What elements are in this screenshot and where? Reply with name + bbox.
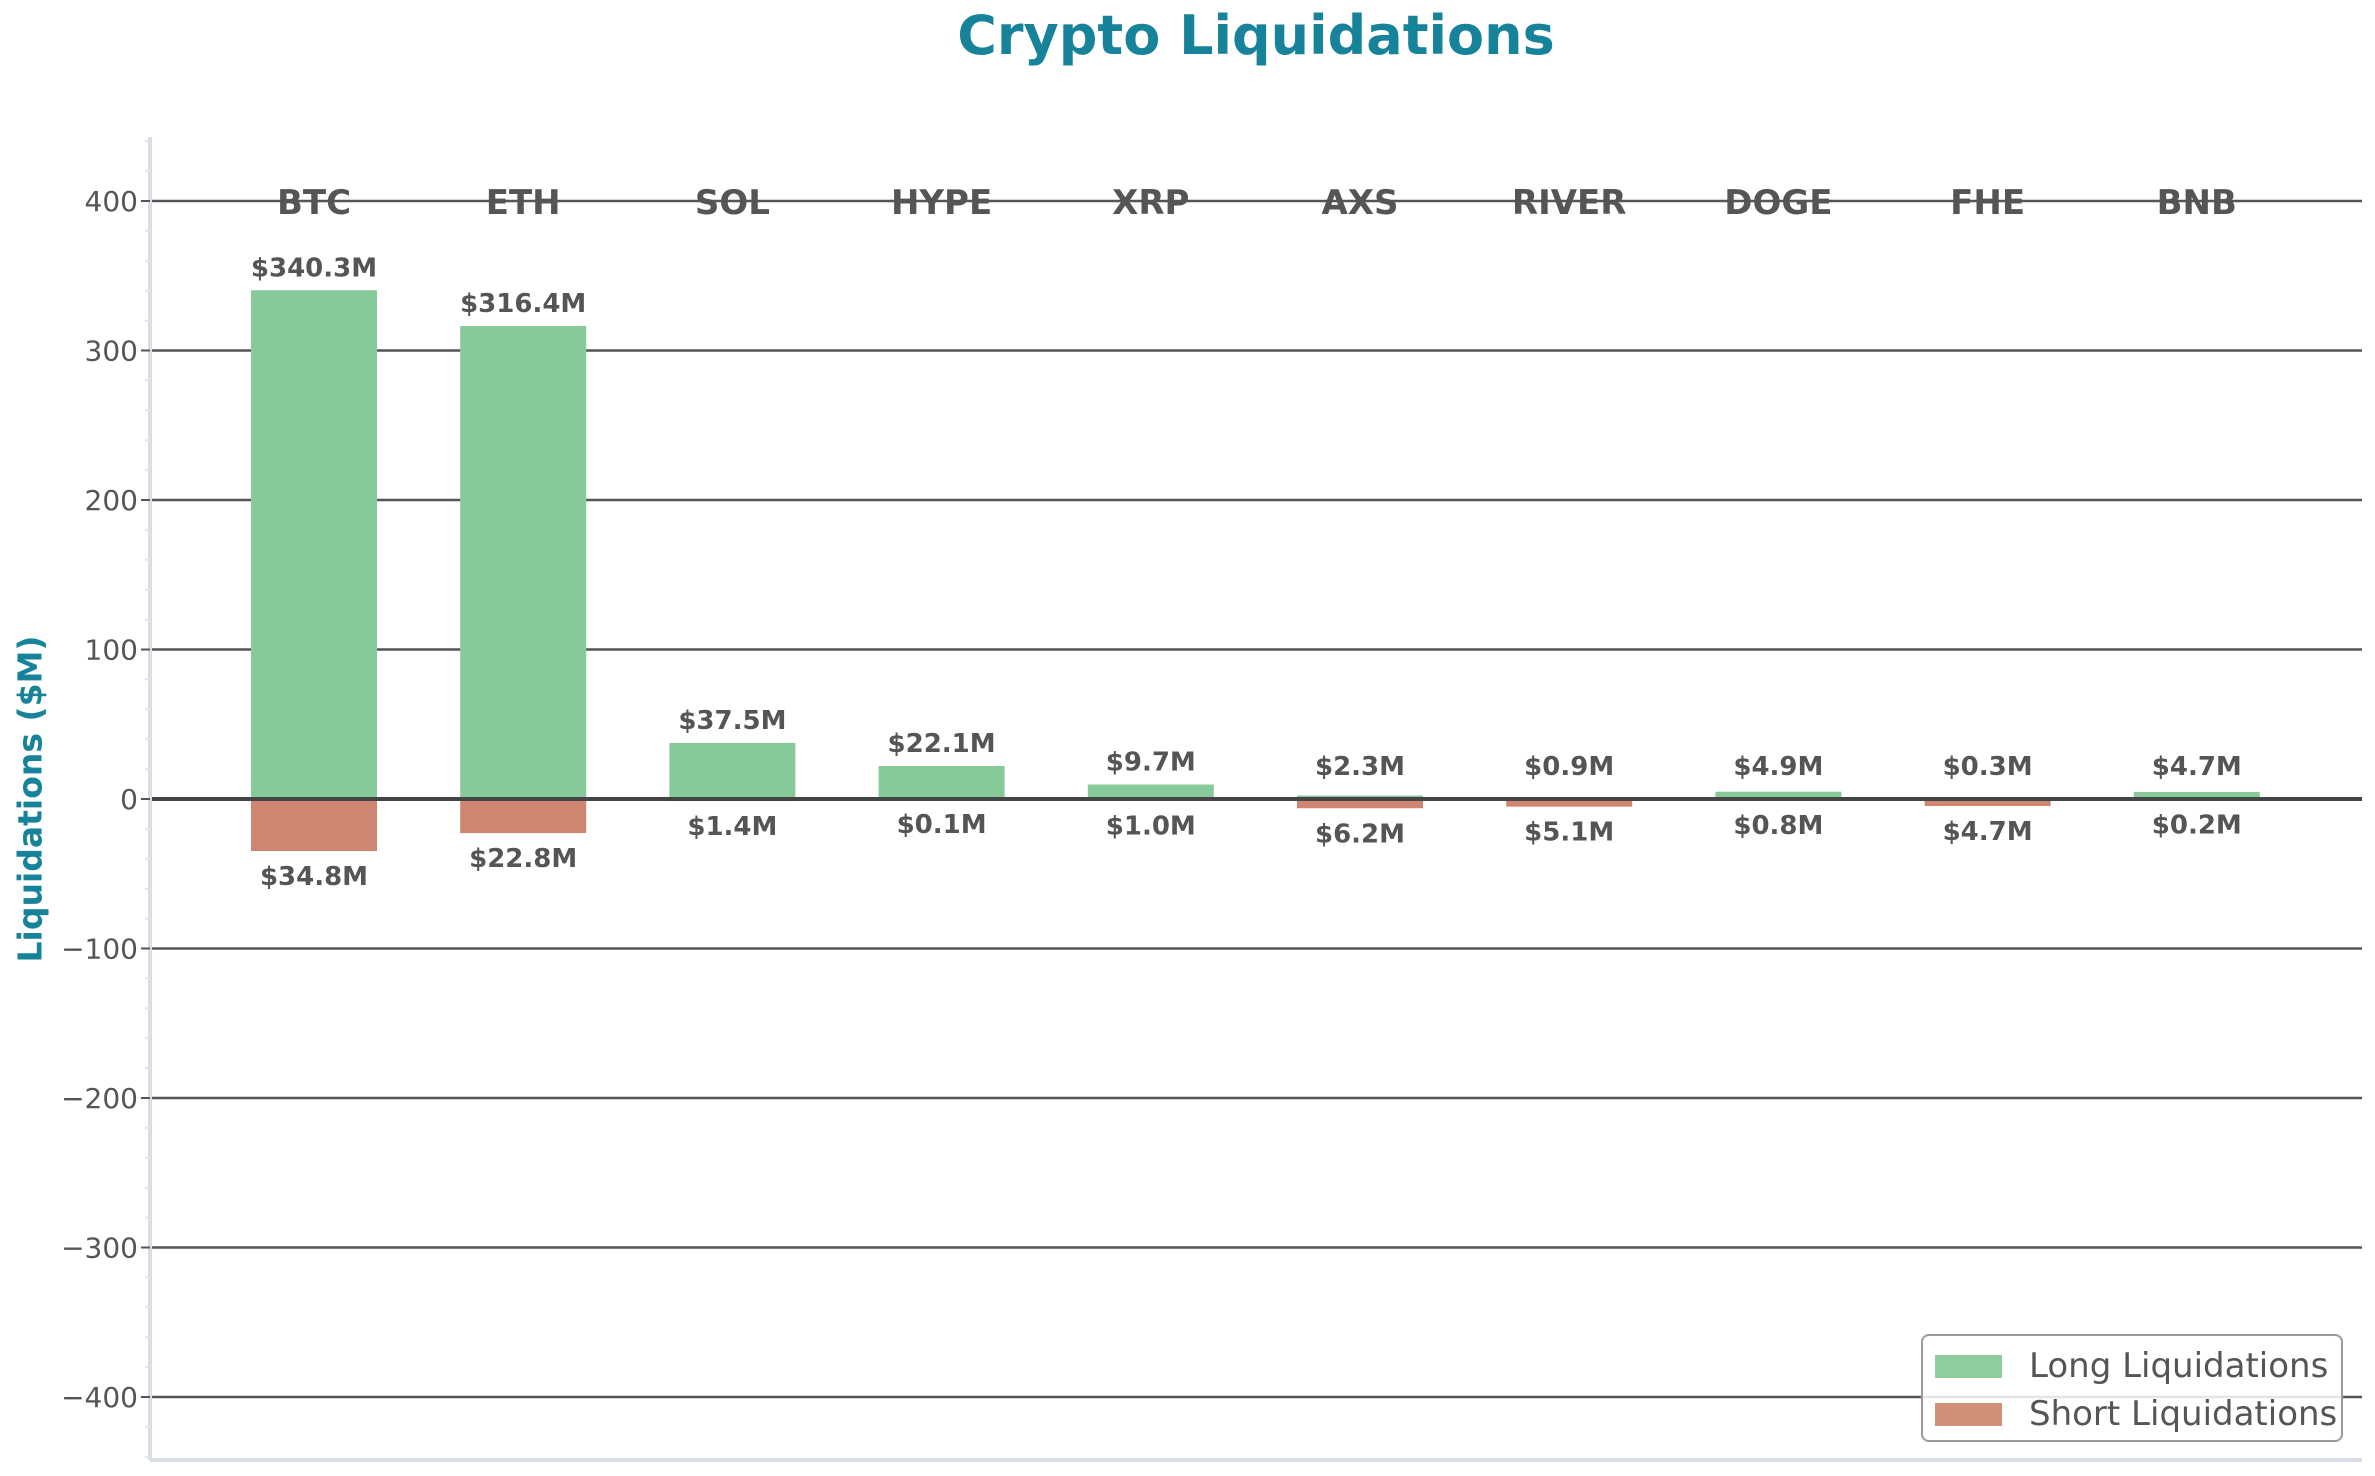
- bar-long-bnb: [2133, 791, 2260, 799]
- value-label-short: $5.1M: [1524, 818, 1614, 848]
- value-label-short: $1.4M: [687, 812, 777, 842]
- category-label: DOGE: [1724, 183, 1832, 223]
- category-label: BNB: [2157, 183, 2237, 223]
- value-label-long: $37.5M: [678, 706, 786, 736]
- category-label: ETH: [486, 183, 561, 223]
- value-label-long: $0.3M: [1943, 752, 2033, 782]
- category-label: AXS: [1321, 183, 1398, 223]
- value-label-short: $6.2M: [1315, 819, 1405, 849]
- value-label-short: $0.8M: [1733, 811, 1823, 841]
- value-label-long: $0.9M: [1524, 752, 1614, 782]
- value-label-short: $1.0M: [1106, 811, 1196, 841]
- y-tick-label: −200: [61, 1082, 138, 1115]
- value-label-long: $4.7M: [2152, 752, 2242, 782]
- legend-item-long: Long Liquidations: [1935, 1343, 2328, 1389]
- bar-long-eth: [460, 325, 587, 799]
- legend-label-long: Long Liquidations: [2029, 1346, 2329, 1386]
- category-label: BTC: [277, 183, 351, 223]
- legend-item-short: Short Liquidations: [1935, 1391, 2337, 1437]
- value-label-long: $22.1M: [888, 729, 996, 759]
- y-tick-label: 0: [120, 783, 138, 816]
- value-label-long: $340.3M: [251, 253, 377, 283]
- chart-title: Crypto Liquidations: [957, 4, 1555, 67]
- bar-short-river: [1506, 799, 1633, 807]
- bar-long-hype: [878, 765, 1005, 799]
- value-label-long: $316.4M: [460, 289, 586, 319]
- bars: [251, 290, 2260, 852]
- bar-short-axs: [1297, 799, 1423, 809]
- legend-swatch-short: [1935, 1402, 2002, 1426]
- legend-swatch-long: [1935, 1354, 2002, 1378]
- bar-short-btc: [251, 799, 377, 852]
- value-label-long: $9.7M: [1106, 747, 1196, 777]
- bar-long-xrp: [1087, 784, 1214, 799]
- y-tick-label: −400: [61, 1381, 138, 1414]
- legend: Long Liquidations Short Liquidations: [1921, 1334, 2343, 1442]
- category-label: HYPE: [891, 183, 992, 223]
- category-label: XRP: [1112, 183, 1189, 223]
- value-label-short: $0.2M: [2152, 810, 2242, 840]
- category-labels: BTC ETH SOL HYPE XRP AXS RIVER DOGE FHE BNB: [277, 183, 2237, 223]
- category-label: SOL: [695, 183, 770, 223]
- bar-long-sol: [669, 742, 796, 799]
- bar-long-doge: [1715, 791, 1842, 799]
- y-tick-label: 200: [85, 484, 138, 517]
- category-label: FHE: [1950, 183, 2025, 223]
- category-label: RIVER: [1512, 183, 1627, 223]
- bar-short-eth: [460, 799, 587, 834]
- value-label-short: $22.8M: [469, 844, 577, 874]
- bar-long-btc: [251, 290, 377, 799]
- value-label-long: $4.9M: [1733, 752, 1823, 782]
- value-labels: $340.3M $34.8M $316.4M $22.8M $37.5M $1.4M $22…: [251, 253, 2242, 892]
- y-tick-label: 400: [85, 185, 138, 218]
- bar-short-fhe: [1924, 799, 2051, 807]
- y-tick-label: −100: [61, 933, 138, 966]
- y-axis-ticks: 400 300 200 100 0 −100 −200 −300 −400: [61, 140, 150, 1458]
- value-label-short: $4.7M: [1943, 817, 2033, 847]
- value-label-short: $0.1M: [897, 810, 987, 840]
- y-tick-label: 100: [85, 634, 138, 667]
- y-tick-label: 300: [85, 335, 138, 368]
- value-label-long: $2.3M: [1315, 752, 1405, 782]
- value-label-short: $34.8M: [260, 862, 368, 892]
- legend-label-short: Short Liquidations: [2029, 1394, 2338, 1434]
- y-tick-label: −300: [61, 1232, 138, 1265]
